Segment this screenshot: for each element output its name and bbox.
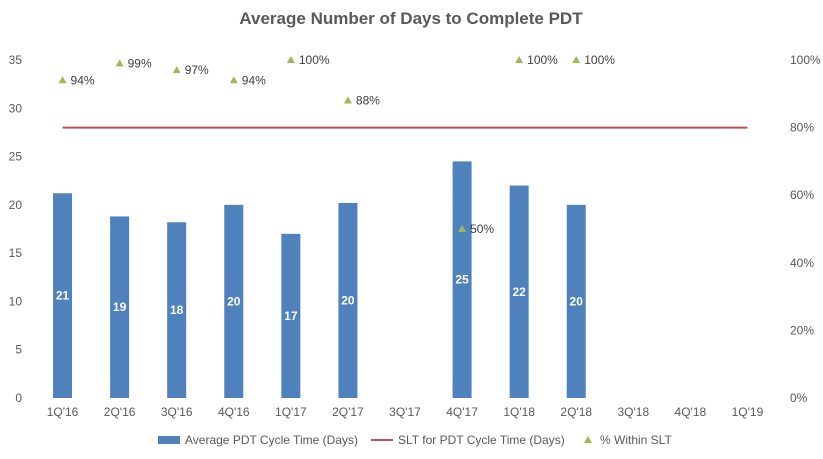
bar-value-label: 21 xyxy=(56,289,70,303)
y2-tick-label: 0% xyxy=(790,391,808,405)
x-tick-label: 2Q'18 xyxy=(560,405,592,419)
pct-label: 94% xyxy=(242,73,266,87)
bar xyxy=(281,233,301,398)
y-tick-label: 25 xyxy=(9,150,23,164)
x-tick-label: 4Q'18 xyxy=(675,405,707,419)
pct-label: 100% xyxy=(527,53,558,67)
y2-tick-label: 100% xyxy=(790,53,821,67)
legend-label-bar: Average PDT Cycle Time (Days) xyxy=(185,433,358,447)
pct-marker xyxy=(58,76,67,84)
y2-tick-label: 20% xyxy=(790,323,814,337)
x-tick-label: 1Q'19 xyxy=(732,405,764,419)
x-tick-label: 4Q'16 xyxy=(218,405,250,419)
y-tick-label: 15 xyxy=(9,246,23,260)
pct-marker xyxy=(343,96,352,104)
pct-marker xyxy=(515,56,524,63)
bar xyxy=(110,216,130,398)
pct-label: 50% xyxy=(470,222,494,236)
bar-value-label: 20 xyxy=(341,293,355,307)
bar-value-label: 22 xyxy=(512,285,526,299)
y-tick-label: 10 xyxy=(9,294,23,308)
x-tick-label: 3Q'17 xyxy=(389,405,421,419)
bar xyxy=(224,204,244,398)
y2-tick-label: 80% xyxy=(790,121,814,135)
y-tick-label: 20 xyxy=(9,198,23,212)
pct-label: 100% xyxy=(299,53,330,67)
pct-label: 99% xyxy=(128,56,152,70)
pct-marker xyxy=(572,56,581,63)
bar-value-label: 20 xyxy=(570,294,584,308)
bar xyxy=(566,204,586,398)
x-tick-label: 1Q'16 xyxy=(47,405,79,419)
x-tick-label: 3Q'18 xyxy=(617,405,649,419)
x-tick-label: 4Q'17 xyxy=(446,405,478,419)
y-tick-label: 35 xyxy=(9,53,23,67)
y-tick-label: 5 xyxy=(15,343,22,357)
pct-marker xyxy=(229,76,238,84)
y2-tick-label: 60% xyxy=(790,188,814,202)
x-tick-label: 1Q'18 xyxy=(503,405,535,419)
bar xyxy=(338,202,358,398)
bar-value-label: 18 xyxy=(170,303,184,317)
legend-swatch-marker xyxy=(584,436,592,443)
pct-label: 88% xyxy=(356,94,380,108)
bar-value-label: 19 xyxy=(113,300,127,314)
x-tick-label: 2Q'16 xyxy=(104,405,136,419)
bar xyxy=(509,185,529,398)
bar xyxy=(167,222,187,398)
bar xyxy=(53,193,73,398)
y-tick-label: 0 xyxy=(15,391,22,405)
plot-area: 0 5 10 15 20 25 30 35 0% 20% 40% 60% 80% 100% 1Q'16 2Q'… xyxy=(9,53,821,419)
bar xyxy=(452,161,472,398)
legend: Average PDT Cycle Time (Days) SLT for PDT… xyxy=(158,433,672,447)
bar-value-label: 20 xyxy=(227,294,241,308)
bar-value-label: 17 xyxy=(284,309,298,323)
x-tick-label: 3Q'16 xyxy=(161,405,193,419)
pct-label: 100% xyxy=(584,53,615,67)
pct-marker xyxy=(172,66,181,74)
chart-title: Average Number of Days to Complete PDT xyxy=(239,9,583,28)
pct-marker xyxy=(115,59,124,67)
legend-label-line: SLT for PDT Cycle Time (Days) xyxy=(398,433,565,447)
pct-marker xyxy=(458,225,467,232)
pct-label: 97% xyxy=(185,63,209,77)
pct-marker xyxy=(286,56,295,63)
bar-value-label: 25 xyxy=(455,273,469,287)
y2-tick-label: 40% xyxy=(790,256,814,270)
legend-label-marker: % Within SLT xyxy=(600,433,672,447)
y-tick-label: 30 xyxy=(9,101,23,115)
pct-label: 94% xyxy=(71,73,95,87)
x-tick-label: 1Q'17 xyxy=(275,405,307,419)
legend-swatch-bar xyxy=(158,436,180,444)
x-tick-label: 2Q'17 xyxy=(332,405,364,419)
